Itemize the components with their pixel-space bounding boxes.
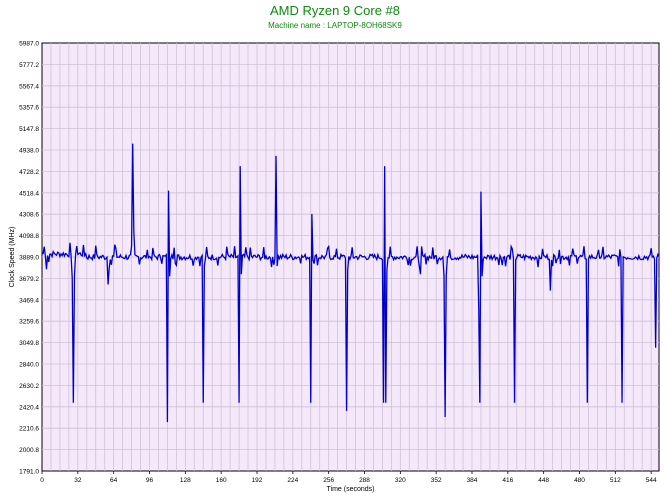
- x-tick-label: 416: [502, 477, 513, 484]
- x-tick-label: 544: [646, 477, 657, 484]
- y-tick-label: 4518.4: [19, 190, 39, 197]
- x-tick-label: 320: [395, 477, 406, 484]
- y-tick-label: 2210.6: [19, 426, 39, 433]
- axis-ticks: 1791.0 2000.8 2210.6 2420.4 2630.2 2840.0 3049…: [19, 41, 657, 485]
- y-tick-label: 3049.8: [19, 340, 39, 347]
- x-tick-label: 288: [359, 477, 370, 484]
- chart-subtitle: Machine name : LAPTOP-8OH68SK9: [268, 21, 402, 30]
- series-line: [41, 143, 660, 423]
- y-tick-label: 2840.0: [19, 362, 39, 369]
- x-tick-label: 512: [610, 477, 621, 484]
- x-tick-label: 384: [467, 477, 478, 484]
- y-tick-label: 3679.2: [19, 276, 39, 283]
- x-tick-label: 128: [180, 477, 191, 484]
- y-tick-label: 2420.4: [19, 404, 39, 411]
- x-tick-label: 224: [287, 477, 298, 484]
- x-tick-label: 256: [323, 477, 334, 484]
- y-axis-label: Clock Speed (MHz): [9, 227, 16, 288]
- x-axis-label: Time (seconds): [327, 486, 375, 493]
- y-tick-label: 5987.0: [19, 41, 39, 48]
- x-tick-label: 192: [252, 477, 263, 484]
- y-tick-label: 2000.8: [19, 447, 39, 454]
- y-tick-label: 3889.0: [19, 255, 39, 262]
- x-tick-label: 64: [110, 477, 118, 484]
- y-tick-label: 4098.8: [19, 233, 39, 240]
- y-tick-label: 4728.2: [19, 169, 39, 176]
- x-tick-label: 160: [216, 477, 227, 484]
- y-tick-label: 3259.6: [19, 319, 39, 326]
- y-tick-label: 5567.4: [19, 83, 39, 90]
- x-tick-label: 352: [431, 477, 442, 484]
- y-tick-label: 4308.6: [19, 212, 39, 219]
- y-tick-label: 2630.2: [19, 383, 39, 390]
- x-tick-label: 0: [40, 477, 44, 484]
- y-tick-label: 5777.2: [19, 62, 39, 69]
- x-tick-label: 96: [146, 477, 154, 484]
- x-tick-label: 448: [538, 477, 549, 484]
- x-tick-label: 32: [74, 477, 82, 484]
- y-tick-label: 5357.6: [19, 105, 39, 112]
- y-tick-label: 3469.4: [19, 297, 39, 304]
- chart-title: AMD Ryzen 9 Core #8: [269, 3, 401, 18]
- x-tick-label: 480: [574, 477, 585, 484]
- y-tick-label: 5147.8: [19, 126, 39, 133]
- y-tick-label: 1791.0: [19, 469, 39, 476]
- y-tick-label: 4938.0: [19, 148, 39, 155]
